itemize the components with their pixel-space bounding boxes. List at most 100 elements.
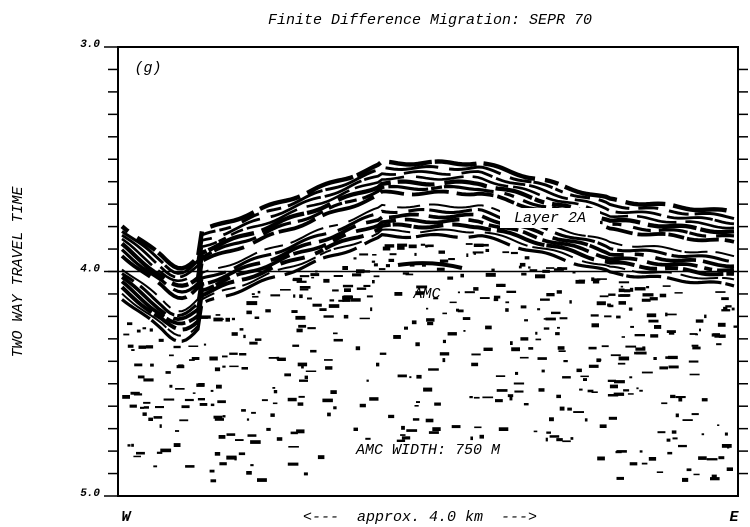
reflection-blob: [158, 338, 164, 342]
reflection-blob: [219, 462, 227, 466]
reflection-blob: [143, 378, 154, 382]
reflection-blob: [181, 405, 190, 409]
reflection-blob: [556, 290, 562, 294]
reflection-blob: [311, 276, 315, 279]
reflection-blob: [662, 285, 671, 287]
reflection-blob: [319, 308, 327, 311]
reflection-blob: [241, 367, 248, 370]
reflection-blob: [312, 303, 322, 307]
reflection-blob: [188, 345, 199, 347]
reflection-blob: [535, 338, 542, 341]
reflection-blob: [636, 351, 647, 355]
reflection-blob: [327, 412, 331, 417]
reflection-blob: [400, 434, 406, 436]
reflection-blob: [524, 256, 530, 260]
reflection-blob: [408, 244, 417, 249]
reflection-blob: [509, 396, 513, 401]
reflection-blob: [628, 307, 633, 311]
reflection-blob: [607, 379, 616, 382]
reflection-blob: [656, 471, 664, 473]
y-tick-label: 5.0: [80, 488, 100, 500]
reflection-blob: [588, 346, 597, 350]
reflection-blob: [513, 382, 525, 385]
reflection-blob: [246, 418, 250, 421]
x-center-label: <--- approx. 4.0 km --->: [303, 509, 537, 526]
reflection-blob: [371, 260, 376, 263]
y-tick-label: 4.0: [80, 263, 100, 275]
reflection-blob: [616, 476, 624, 480]
reflection-blob: [514, 390, 524, 393]
reflection-blob: [557, 346, 565, 350]
amc-reflector: [397, 261, 463, 270]
reflection-blob: [701, 398, 708, 402]
reflection-blob: [249, 341, 258, 345]
reflection-blob: [226, 455, 237, 460]
reflection-blob: [272, 402, 278, 405]
reflection-blob: [716, 343, 722, 346]
reflection-blob: [657, 431, 666, 434]
reflection-blob: [470, 436, 473, 441]
reflection-blob: [225, 317, 230, 322]
reflection-blob: [665, 356, 671, 359]
reflection-blob: [717, 322, 726, 327]
reflection-blob: [425, 418, 434, 423]
reflection-blob: [355, 346, 361, 351]
reflection-blob: [298, 324, 307, 328]
reflection-blob: [682, 477, 689, 482]
reflection-blob: [630, 325, 634, 328]
reflection-blob: [723, 306, 728, 311]
reflection-blob: [629, 376, 633, 379]
reflection-blob: [415, 342, 420, 347]
reflection-blob: [292, 344, 300, 347]
reflection-blob: [298, 395, 305, 398]
reflection-blob: [288, 446, 299, 448]
reflection-blob: [388, 414, 395, 419]
reflection-blob: [310, 273, 320, 277]
reflection-blob: [715, 291, 726, 293]
reflection-blob: [535, 331, 538, 335]
reflection-blob: [426, 307, 429, 310]
reflection-blob: [185, 465, 195, 468]
reflection-blob: [587, 389, 594, 393]
reflection-blob: [457, 291, 460, 294]
reflector: [121, 175, 735, 283]
reflection-blob: [175, 388, 185, 390]
reflection-blob: [131, 443, 134, 447]
reflection-blob: [718, 456, 725, 460]
reflection-blob: [557, 267, 562, 270]
reflection-blob: [333, 332, 338, 335]
reflection-blob: [519, 262, 526, 267]
reflection-blob: [616, 315, 621, 319]
reflection-blob: [523, 403, 529, 406]
reflection-blob: [239, 353, 247, 356]
reflection-blob: [493, 295, 501, 299]
reflection-blob: [378, 268, 386, 271]
reflection-blob: [214, 367, 221, 372]
reflection-blob: [563, 360, 568, 363]
reflection-blob: [593, 278, 601, 281]
reflection-blob: [659, 293, 667, 298]
reflection-blob: [505, 308, 509, 312]
reflection-blob: [247, 434, 257, 437]
reflection-blob: [596, 301, 606, 306]
reflection-blob: [491, 268, 495, 272]
reflection-blob: [203, 343, 207, 346]
reflection-blob: [251, 411, 256, 414]
reflection-blob: [397, 374, 407, 378]
reflection-blob: [535, 274, 546, 279]
reflection-blob: [699, 328, 701, 332]
reflection-blob: [370, 307, 373, 312]
reflector: [121, 232, 735, 343]
reflection-blob: [359, 253, 369, 256]
reflection-blob: [667, 451, 673, 455]
reflection-blob: [528, 347, 534, 350]
reflection-blob: [238, 452, 246, 456]
reflection-blob: [599, 295, 609, 298]
reflection-blob: [384, 244, 395, 248]
reflection-blob: [401, 425, 405, 430]
reflection-blob: [333, 275, 343, 277]
reflection-blob: [634, 334, 645, 337]
reflection-blob: [270, 294, 281, 297]
reflection-blob: [555, 332, 560, 336]
reflection-blob: [165, 371, 171, 374]
